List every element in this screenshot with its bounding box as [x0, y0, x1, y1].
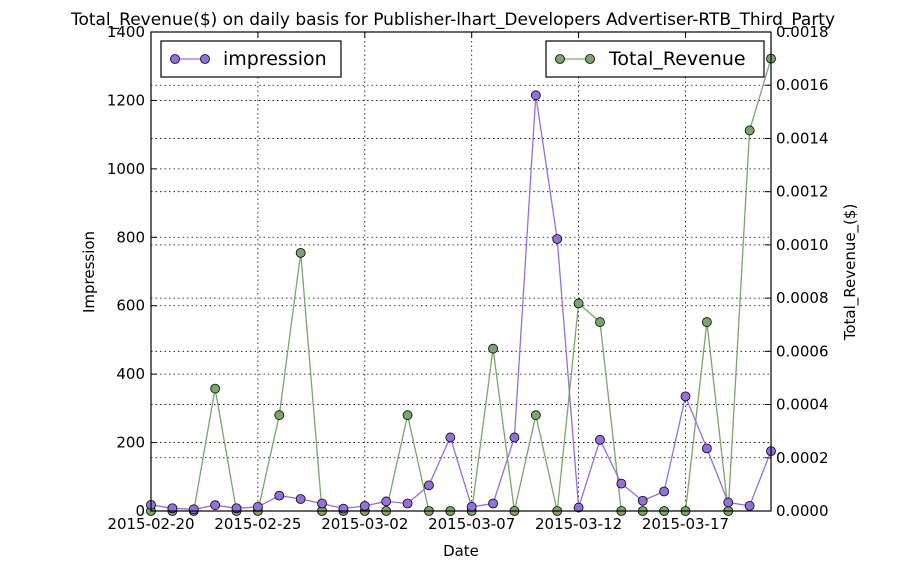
y-tick-label: 400 [116, 365, 145, 383]
x-axis-label: Date [443, 542, 479, 560]
y2-tick-label: 0.0018 [776, 23, 829, 41]
y-axis-label: Impression [80, 231, 98, 313]
series-line-total-revenue [151, 58, 771, 511]
chart-title: Total_Revenue($) on daily basis for Publ… [70, 10, 835, 30]
y2-tick-label: 0.0006 [776, 342, 829, 360]
y2-tick-label: 0.0000 [776, 502, 829, 520]
y2-tick-label: 0.0012 [776, 183, 829, 201]
y-tick-label: 1200 [107, 91, 145, 109]
data-point-impression [723, 497, 734, 508]
data-point-impression [616, 478, 627, 489]
y-axis-ticks: 0 200 400 600 800 1000 1200 1400 [107, 23, 157, 520]
data-point-impression [210, 500, 221, 511]
data-point-impression [274, 490, 285, 501]
data-point-impression [659, 486, 670, 497]
legend-revenue-label: Total_Revenue [608, 48, 746, 70]
legend-impression-marker [200, 54, 210, 64]
y2-tick-label: 0.0016 [776, 76, 829, 94]
data-point-impression [295, 494, 306, 504]
data-point-total-revenue [573, 298, 584, 309]
data-point-impression [530, 90, 541, 101]
data-point-total-revenue [274, 410, 285, 421]
data-point-impression [359, 500, 370, 511]
data-point-total-revenue [701, 317, 712, 327]
data-point-impression [680, 391, 691, 402]
y2-axis-label: Total_Revenue_($) [841, 204, 860, 342]
legend-impression: impression [160, 40, 342, 78]
y-tick-label: 0 [135, 502, 145, 520]
data-point-impression [744, 500, 755, 511]
gridlines [150, 32, 771, 511]
y-tick-label: 800 [116, 228, 145, 246]
data-point-impression [252, 501, 263, 512]
data-point-total-revenue [744, 125, 755, 136]
data-point-impression [552, 234, 563, 244]
legend-total-revenue: Total_Revenue [545, 40, 765, 78]
data-point-impression [381, 496, 392, 507]
legend-impression-label: impression [223, 48, 327, 70]
x-axis-ticks: 2015-02-20 2015-02-25 2015-03-02 2015-03-07… [107, 32, 729, 533]
y2-axis-ticks: 0.0000 0.0002 0.0004 0.0006 0.0008 0.0010 0.00… [765, 23, 829, 520]
data-point-impression [701, 443, 712, 454]
data-point-impression [509, 432, 520, 443]
x-tick-label: 2015-02-25 [214, 515, 301, 533]
series-line-impression [151, 95, 771, 510]
x-tick-label: 2015-03-07 [428, 515, 515, 533]
y2-tick-label: 0.0014 [776, 129, 829, 147]
y2-tick-label: 0.0002 [776, 449, 829, 467]
data-point-impression [595, 434, 605, 445]
x-tick-label: 2015-03-17 [642, 515, 729, 533]
data-point-impression [488, 498, 498, 509]
y-tick-label: 1400 [107, 23, 145, 41]
x-tick-label: 2015-03-02 [321, 515, 408, 533]
series-layer [146, 53, 776, 516]
plot-frame [150, 31, 772, 512]
data-point-impression [338, 503, 349, 514]
legend-revenue-marker [585, 54, 595, 64]
legend-impression-marker [170, 54, 180, 64]
data-point-total-revenue [530, 410, 541, 421]
data-point-impression [402, 498, 413, 509]
data-point-total-revenue [488, 343, 498, 354]
data-point-impression [317, 498, 327, 509]
data-point-impression [466, 501, 477, 512]
legend-revenue-marker [555, 54, 565, 64]
y-tick-label: 200 [116, 434, 145, 452]
data-point-total-revenue [210, 383, 221, 394]
y-tick-label: 1000 [107, 160, 145, 178]
data-point-total-revenue [402, 410, 413, 421]
y2-tick-label: 0.0008 [776, 289, 829, 307]
series-group [151, 58, 771, 511]
data-point-impression [424, 480, 434, 491]
data-point-impression [188, 504, 199, 515]
data-point-total-revenue [295, 247, 306, 258]
y2-tick-label: 0.0010 [776, 236, 829, 254]
y-tick-label: 600 [116, 297, 145, 315]
y2-tick-label: 0.0004 [776, 396, 829, 414]
x-tick-label: 2015-03-12 [535, 515, 622, 533]
data-point-total-revenue [595, 317, 605, 327]
data-point-impression [637, 495, 648, 506]
data-point-impression [445, 432, 456, 443]
data-point-impression [573, 502, 584, 513]
x-tick-label: 2015-02-20 [107, 515, 194, 533]
